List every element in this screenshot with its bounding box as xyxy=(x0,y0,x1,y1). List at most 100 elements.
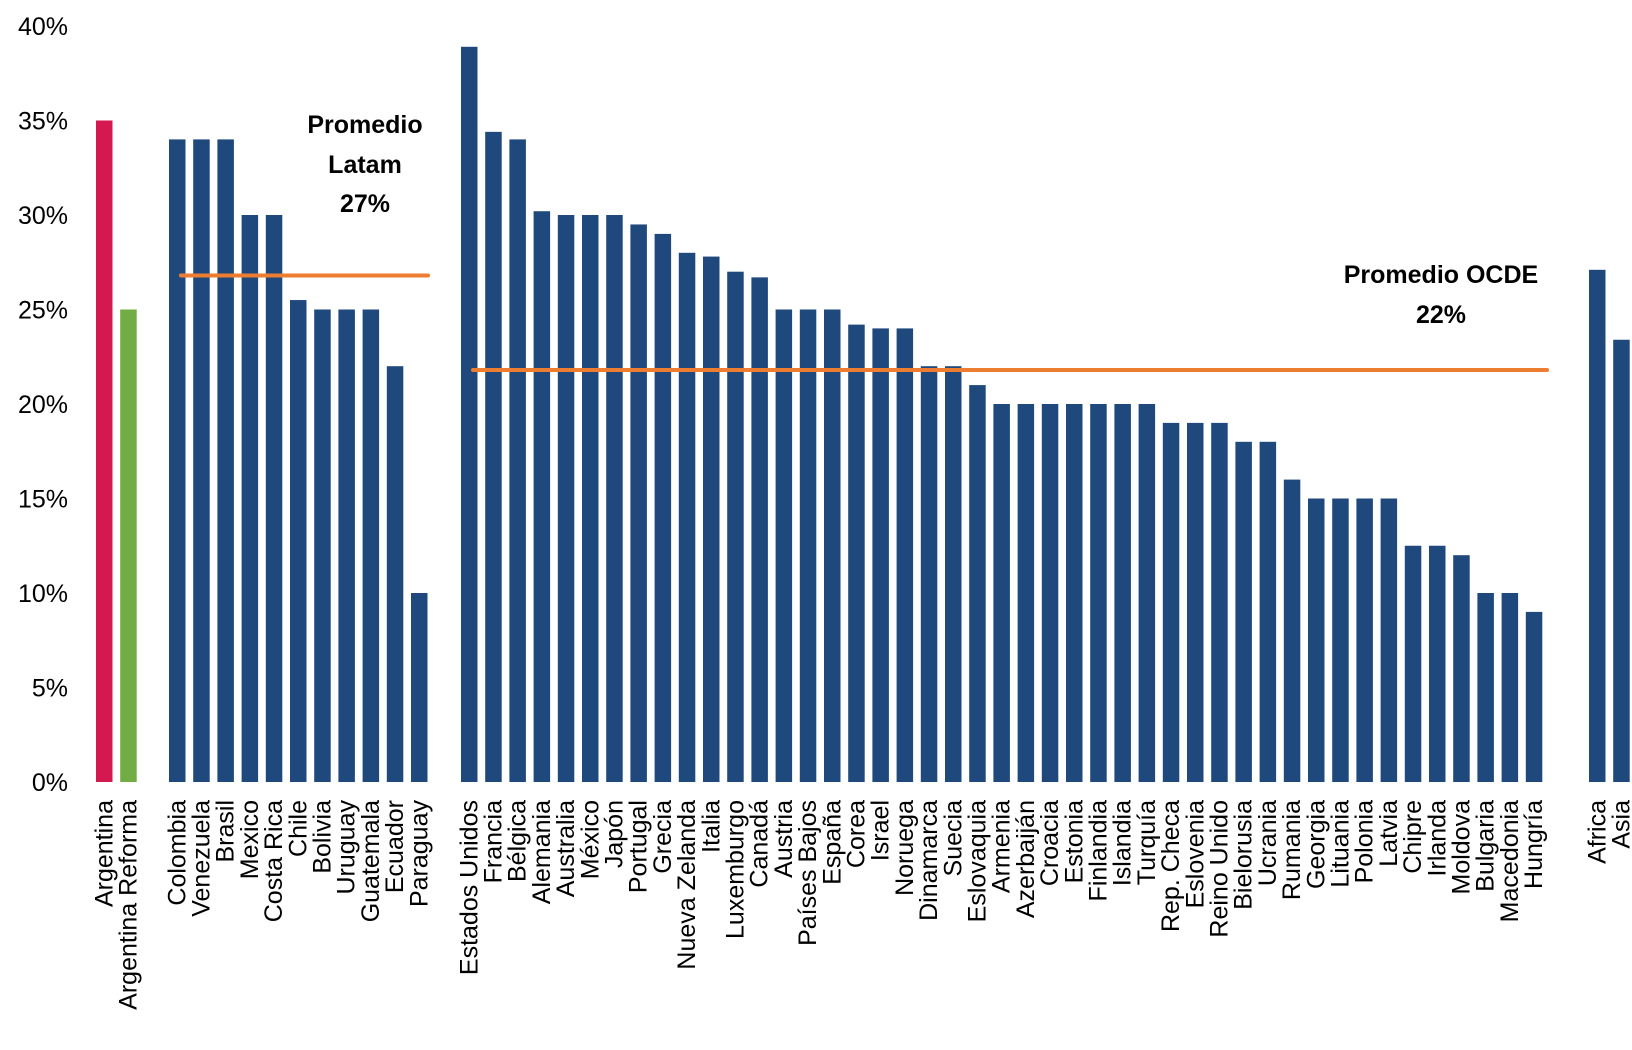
bar xyxy=(1613,339,1630,782)
bar xyxy=(799,309,817,782)
category-label: Bolivia xyxy=(308,800,336,874)
y-tick-label: 10% xyxy=(18,580,68,608)
category-label: Macedonia xyxy=(1496,800,1524,922)
category-label: Estonia xyxy=(1060,800,1088,883)
bar xyxy=(485,131,502,783)
category-label: Italia xyxy=(697,800,725,853)
category-label: México xyxy=(576,800,604,879)
category-label: Dinamarca xyxy=(915,800,943,921)
bar xyxy=(1235,441,1252,782)
bar xyxy=(1525,611,1543,782)
category-label: Chipre xyxy=(1399,800,1427,874)
bar xyxy=(533,211,551,783)
category-label: Costa Rica xyxy=(260,800,288,922)
bar xyxy=(654,233,672,782)
bar xyxy=(1404,545,1422,782)
bar xyxy=(169,139,186,782)
bar xyxy=(1138,404,1156,782)
category-label: Argentina Reforma xyxy=(114,800,142,1010)
bar xyxy=(241,215,259,782)
y-tick-label: 20% xyxy=(18,391,68,419)
category-label: Mexico xyxy=(236,800,264,879)
category-label: Moldova xyxy=(1447,800,1475,895)
bar xyxy=(896,328,914,782)
bar xyxy=(1332,498,1349,782)
bar xyxy=(1187,422,1204,782)
bars xyxy=(96,46,1630,783)
y-tick-label: 35% xyxy=(18,108,68,136)
category-label: Alemania xyxy=(528,800,556,904)
category-label: Australia xyxy=(552,800,580,897)
bar xyxy=(1283,479,1301,782)
category-label: Eslovenia xyxy=(1181,800,1209,908)
category-label: Luxemburgo xyxy=(721,800,749,939)
y-tick-label: 0% xyxy=(32,769,68,797)
category-label: Rep. Checa xyxy=(1157,800,1185,932)
category-label: Africa xyxy=(1583,800,1611,864)
category-label: Irlanda xyxy=(1423,800,1451,877)
category-label: Rumania xyxy=(1278,800,1306,900)
bar xyxy=(1477,593,1494,782)
bar xyxy=(1259,441,1277,782)
y-tick-label: 15% xyxy=(18,486,68,514)
bar xyxy=(1453,555,1470,782)
bar xyxy=(1589,269,1606,782)
category-label: Uruguay xyxy=(333,800,361,895)
bar xyxy=(945,366,962,782)
bar xyxy=(362,309,380,782)
bar xyxy=(217,139,234,782)
bar xyxy=(1308,498,1325,782)
bar xyxy=(727,271,744,782)
bar xyxy=(1017,404,1035,782)
category-label: España xyxy=(818,800,846,885)
bar xyxy=(314,309,331,782)
bar xyxy=(386,366,404,782)
bar xyxy=(703,256,720,783)
category-label: Colombia xyxy=(163,800,191,906)
bar xyxy=(848,324,865,782)
bar xyxy=(290,300,307,782)
bar xyxy=(96,120,113,782)
bar xyxy=(678,252,696,783)
bar xyxy=(1380,498,1398,782)
category-label: Grecia xyxy=(649,800,677,874)
category-label: Argentina xyxy=(90,800,118,907)
category-label: Polonia xyxy=(1351,800,1379,883)
bar xyxy=(920,366,938,782)
average-annotation: Promedio OCDE xyxy=(1344,261,1538,289)
category-label: Armenia xyxy=(988,800,1016,893)
category-label: Austria xyxy=(770,800,798,878)
category-label: Georgia xyxy=(1302,800,1330,889)
average-annotation: Latam xyxy=(328,151,402,179)
bar xyxy=(193,139,210,782)
category-label: Francia xyxy=(479,800,507,883)
category-label: Noruega xyxy=(891,800,919,896)
category-label: Eslovaquia xyxy=(963,800,991,922)
y-tick-label: 5% xyxy=(32,675,68,703)
category-label: Azerbaiján xyxy=(1012,800,1040,918)
category-label: Turquía xyxy=(1133,800,1161,885)
category-label: Bielorusia xyxy=(1230,800,1258,910)
category-label: Bulgaria xyxy=(1472,800,1500,892)
bar xyxy=(751,277,768,782)
average-annotation: Promedio xyxy=(307,111,422,139)
bar xyxy=(775,309,793,782)
category-label: Nueva Zelanda xyxy=(673,800,701,970)
category-label: Portugal xyxy=(625,800,653,893)
category-label: Islandia xyxy=(1109,800,1137,886)
category-label: Suecia xyxy=(939,800,967,877)
bar xyxy=(1162,422,1180,782)
category-label: Asia xyxy=(1607,800,1632,849)
category-label: Reino Unido xyxy=(1205,800,1233,938)
category-label: Países Bajos xyxy=(794,800,822,946)
bar xyxy=(1211,422,1228,782)
category-label: Venezuela xyxy=(187,800,215,917)
bar xyxy=(461,46,478,783)
bar xyxy=(872,328,889,782)
bar xyxy=(265,215,283,782)
bar xyxy=(1501,593,1519,782)
y-tick-label: 30% xyxy=(18,202,68,230)
bar xyxy=(509,139,526,782)
